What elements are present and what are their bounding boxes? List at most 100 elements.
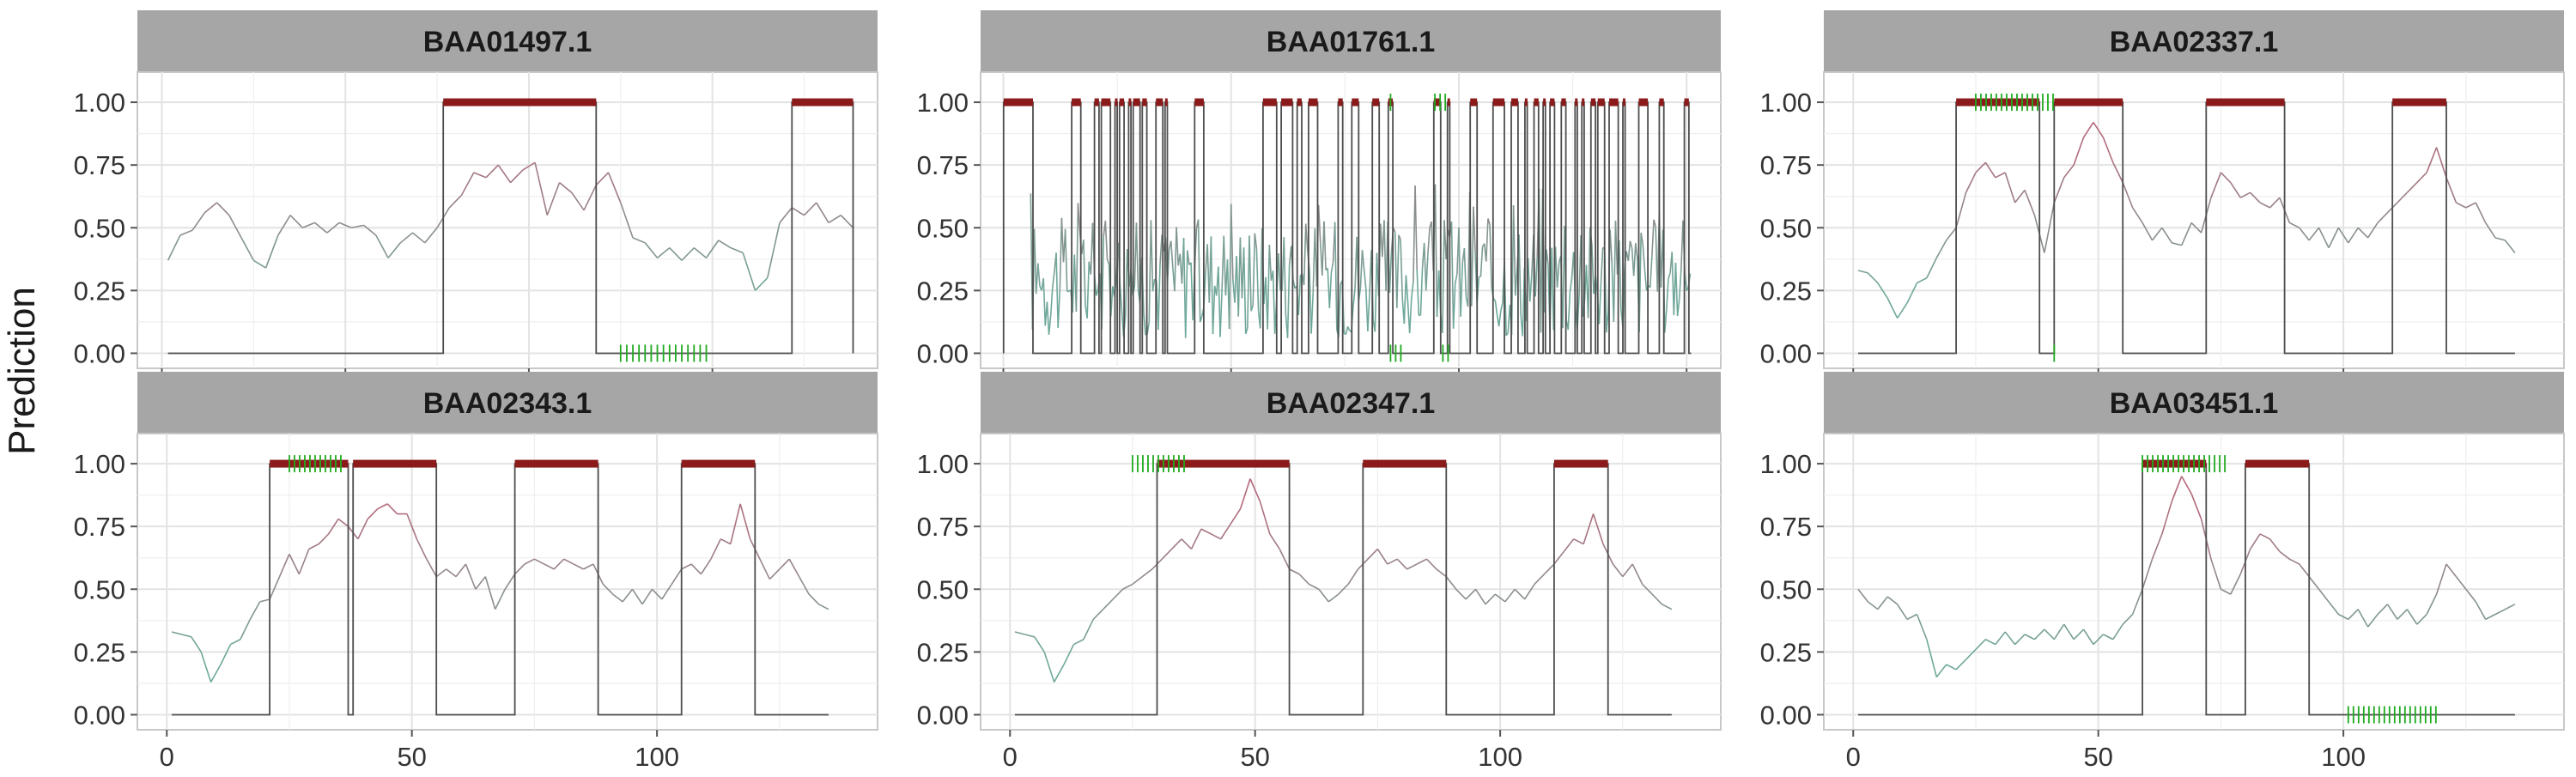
predicted-region-bar [1525, 99, 1528, 106]
y-tick-label: 1.00 [74, 449, 125, 479]
facet-panel: BAA02347.1 0.00 0.25 0.50 0.75 1.00 0 50 100 [917, 372, 1721, 772]
predicted-region-bar [1072, 99, 1081, 106]
predicted-region-bar [443, 99, 596, 106]
predicted-region-bar [1156, 99, 1163, 106]
y-tick-label: 0.25 [1760, 637, 1812, 667]
panel-background [137, 434, 878, 730]
facet-title: BAA03451.1 [2110, 387, 2279, 420]
y-tick-label: 0.25 [1760, 276, 1812, 306]
y-tick-label: 0.00 [917, 338, 969, 368]
predicted-region-bar [1128, 99, 1131, 106]
predicted-region-bar [2245, 460, 2309, 468]
y-tick-label: 0.00 [74, 338, 125, 368]
predicted-region-bar [1448, 99, 1450, 106]
predicted-region-bar [1263, 99, 1277, 106]
y-tick-label: 1.00 [1760, 88, 1812, 118]
y-axis-title: Prediction [1, 287, 43, 455]
y-tick-label: 0.50 [917, 213, 969, 243]
y-tick-label: 0.00 [1760, 338, 1812, 368]
y-tick-label: 0.75 [917, 150, 969, 180]
predicted-region-bar [1133, 99, 1140, 106]
predicted-region-bar [1623, 99, 1625, 106]
predicted-region-bar [1102, 99, 1111, 106]
predicted-region-bar [2054, 99, 2123, 106]
predicted-region-bar [1591, 99, 1595, 106]
predicted-region-bar [1157, 460, 1290, 468]
predicted-region-bar [1142, 99, 1146, 106]
y-tick-label: 0.00 [917, 700, 969, 730]
x-tick-label: 50 [2083, 742, 2112, 772]
predicted-region-bar [1598, 99, 1605, 106]
predicted-region-bar [1609, 99, 1619, 106]
facet-title: BAA02337.1 [2110, 26, 2279, 58]
predicted-region-bar [1120, 99, 1124, 106]
x-tick-label: 100 [2321, 742, 2366, 772]
y-tick-label: 0.75 [917, 512, 969, 542]
facet-title: BAA01761.1 [1267, 26, 1436, 58]
y-tick-label: 0.75 [1760, 512, 1812, 542]
predicted-region-bar [1297, 99, 1302, 106]
predicted-region-bar [1352, 99, 1358, 106]
y-tick-label: 0.75 [1760, 150, 1812, 180]
y-tick-label: 0.00 [74, 700, 125, 730]
panel-background [1824, 434, 2564, 730]
predicted-region-bar [1493, 99, 1504, 106]
predicted-region-bar [515, 460, 598, 468]
predicted-region-bar [2206, 99, 2284, 106]
facet-panel: BAA01497.10.000.250.500.751.000306090 [74, 10, 878, 410]
x-tick-label: 0 [160, 742, 174, 772]
predicted-region-bar [1363, 460, 1446, 468]
y-tick-label: 0.75 [74, 150, 125, 180]
predicted-region-bar [1561, 99, 1565, 106]
x-tick-label: 50 [1240, 742, 1269, 772]
predicted-region-bar [2392, 99, 2446, 106]
predicted-region-bar [1543, 99, 1546, 106]
predicted-region-bar [1281, 99, 1292, 106]
y-tick-label: 0.50 [917, 574, 969, 604]
predicted-region-bar [1470, 99, 1477, 106]
x-tick-label: 0 [1003, 742, 1018, 772]
predicted-region-bar [1550, 99, 1554, 106]
predicted-region-bar [1095, 99, 1099, 106]
y-tick-label: 0.25 [74, 637, 125, 667]
predicted-region-bar [1194, 99, 1204, 106]
facet-title: BAA02343.1 [423, 387, 592, 420]
x-tick-label: 100 [1478, 742, 1522, 772]
predicted-region-bar [1338, 99, 1342, 106]
panel-background [1824, 72, 2564, 368]
predicted-region-bar [1372, 99, 1379, 106]
x-tick-label: 100 [635, 742, 679, 772]
predicted-region-bar [1004, 99, 1033, 106]
facet-title: BAA01497.1 [423, 26, 592, 58]
y-tick-label: 0.75 [74, 512, 125, 542]
y-tick-label: 0.50 [74, 213, 125, 243]
predicted-region-bar [1165, 99, 1168, 106]
y-tick-label: 1.00 [917, 88, 969, 118]
y-tick-label: 0.50 [1760, 213, 1812, 243]
y-tick-label: 0.25 [917, 637, 969, 667]
predicted-region-bar [1659, 99, 1663, 106]
y-tick-label: 0.25 [917, 276, 969, 306]
facet-title: BAA02347.1 [1267, 387, 1436, 420]
predicted-region-bar [1511, 99, 1518, 106]
y-tick-label: 0.00 [1760, 700, 1812, 730]
predicted-region-bar [353, 460, 436, 468]
y-tick-label: 0.50 [74, 574, 125, 604]
predicted-region-bar [1309, 99, 1318, 106]
predicted-region-bar [1685, 99, 1689, 106]
y-tick-label: 1.00 [74, 88, 125, 118]
y-tick-label: 0.50 [1760, 574, 1812, 604]
facet-panel: BAA01761.10.000.250.500.751.000100020003… [917, 10, 1721, 410]
predicted-region-bar [1534, 99, 1539, 106]
x-tick-label: 50 [397, 742, 426, 772]
y-tick-label: 1.00 [917, 449, 969, 479]
predicted-region-bar [1639, 99, 1649, 106]
predicted-region-bar [1554, 460, 1608, 468]
predicted-region-bar [1575, 99, 1577, 106]
predicted-region-bar [1582, 99, 1584, 106]
annotation-marker [621, 344, 707, 361]
